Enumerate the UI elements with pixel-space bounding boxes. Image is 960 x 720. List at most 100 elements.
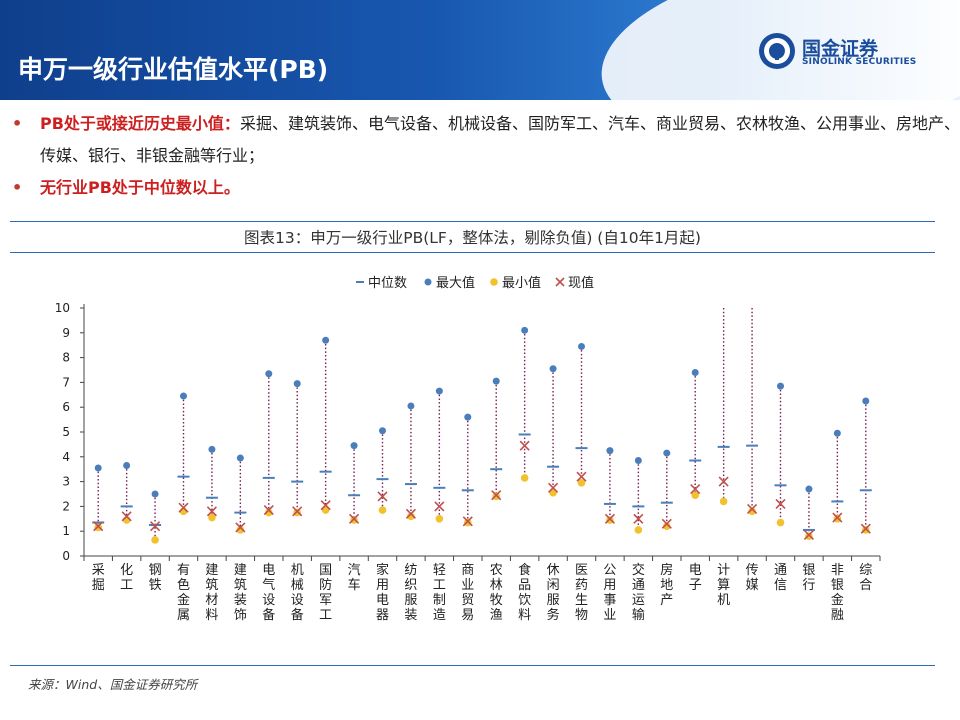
current-point [860,523,871,534]
max-point [464,413,472,421]
figure-title: 图表13：申万一级行业PB(LF，整体法，剔除负值) (自10年1月起) [244,229,701,247]
y-tick-label: 6 [62,400,70,414]
min-point [549,488,557,497]
min-point [719,497,728,506]
source-note: 来源：Wind、国金证券研究所 [28,677,198,692]
header-banner: 申万一级行业估值水平(PB) 国金证券 SINOLINK SECURITIES [0,0,960,100]
current-point [775,498,786,509]
min-point [407,512,415,521]
min-point [208,513,216,522]
current-point [803,529,814,540]
sinolink-logo-icon [759,33,795,69]
max-point [151,490,159,498]
min-point [833,515,842,523]
max-point [407,402,415,410]
max-point [805,485,813,493]
current-point [377,491,388,502]
min-point [350,516,358,524]
min-point [520,474,529,482]
current-point [121,511,132,522]
current-point [405,508,416,519]
max-point [293,380,301,388]
current-point [235,522,246,533]
x-category-label: 轻工制造 [433,563,446,623]
min-point [435,515,444,523]
current-point [206,506,217,517]
max-point [634,457,642,465]
min-point [634,526,643,534]
y-tick-label: 8 [62,351,70,365]
legend-max-marker [424,278,432,286]
current-point [349,513,360,524]
y-tick-label: 1 [62,524,70,538]
current-point [263,505,274,516]
max-point [549,365,557,373]
y-tick-label: 3 [62,475,70,489]
legend-label: 中位数 [368,276,407,291]
y-tick-label: 7 [62,375,70,389]
max-point [606,447,614,455]
min-point [94,523,103,532]
figure-top-rule [10,221,935,222]
brand-name-cn: 国金证券 [802,38,879,60]
x-category-label: 传媒 [746,563,759,593]
x-category-label: 通信 [774,563,787,593]
legend-label: 最小值 [502,275,541,291]
max-point [208,445,216,453]
x-category-label: 纺织服装 [404,563,417,623]
bullet-dot-icon: • [12,114,23,133]
max-point [435,387,443,395]
page-title: 申万一级行业估值水平(PB) [18,55,329,84]
x-category-label: 房地产 [660,562,673,608]
legend-label: 现值 [568,275,594,291]
min-point [861,526,870,534]
x-category-label: 商业贸易 [461,563,474,623]
current-point [604,513,615,524]
legend-label: 最大值 [436,275,475,291]
x-category-label: 建筑材料 [205,563,218,623]
source-rule [10,665,935,666]
brand-block: 国金证券 SINOLINK SECURITIES [758,32,948,72]
min-point [264,508,273,517]
max-point [265,370,273,378]
bullet-dot-icon: • [12,178,23,197]
max-point [663,449,671,457]
x-category-label: 国防军工 [319,563,332,623]
current-point [178,502,189,513]
x-category-label: 综合 [859,563,872,593]
min-point [378,506,387,514]
x-category-label: 化工 [120,563,133,593]
min-point [577,479,586,487]
x-category-label: 计算机 [717,563,730,608]
max-point [492,377,500,385]
x-category-label: 银行 [802,563,815,593]
bullet-highlight: 无行业PB处于中位数以上。 [40,178,240,197]
x-category-label: 钢铁 [149,563,162,593]
min-point [321,506,330,514]
current-point [519,440,530,451]
x-category-label: 非银金融 [831,563,844,623]
summary-bullets: • PB处于或接近历史最小值：采掘、建筑装饰、电气设备、机械设备、国防军工、汽车… [10,108,960,204]
min-point [293,508,302,517]
min-point [662,522,671,531]
current-point [434,501,445,512]
current-point [633,513,644,524]
y-tick-label: 10 [55,301,70,315]
max-point [777,382,784,390]
x-category-label: 电子 [689,563,702,593]
current-point [548,482,559,493]
x-category-label: 交通运输 [632,562,645,623]
current-point [320,500,331,511]
current-point [292,506,303,517]
current-point [718,476,729,487]
current-point [690,483,701,495]
current-point [462,516,473,527]
min-point [805,532,813,540]
x-category-label: 采掘 [92,563,105,593]
min-point [606,516,614,524]
y-tick-label: 0 [62,549,70,563]
y-tick-label: 9 [62,326,70,340]
x-category-label: 食品饮料 [518,562,531,623]
bullet-highlight: PB处于或接近历史最小值： [40,114,240,133]
